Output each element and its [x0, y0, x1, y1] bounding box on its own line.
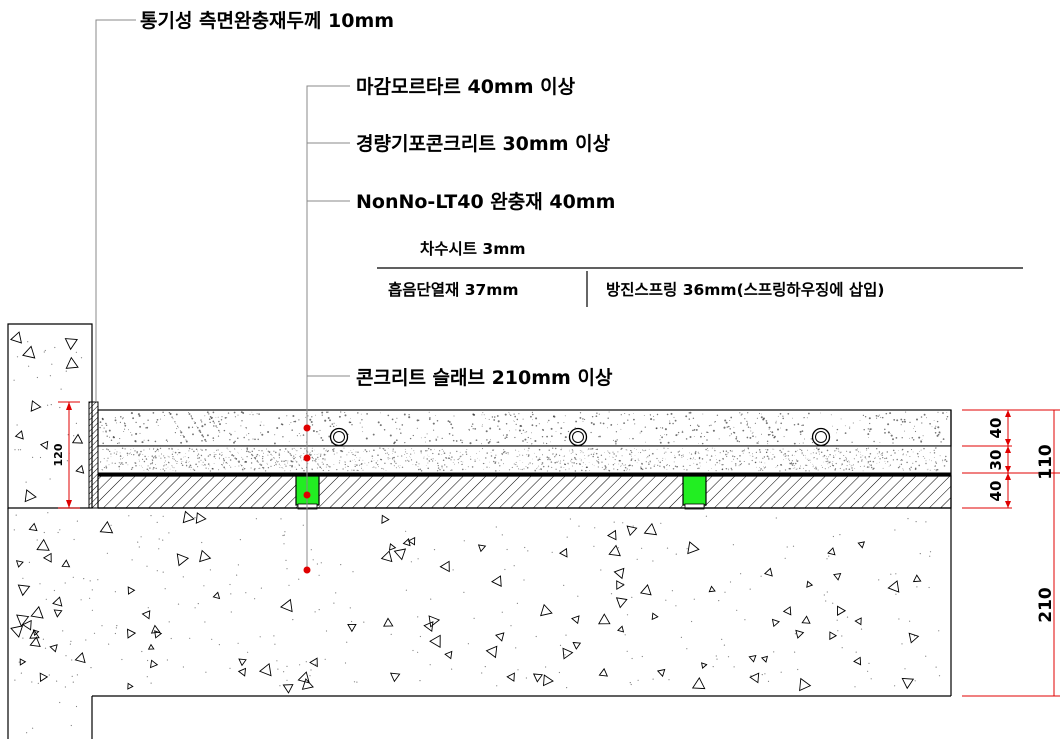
- waterproof-sheet-label: 차수시트 3mm: [420, 240, 526, 258]
- cushion-thickness: 40: [987, 481, 1005, 502]
- total-floor-thickness: 110: [1036, 444, 1056, 480]
- foam-concrete-layer: [97, 445, 952, 474]
- cushion-detail-table: [377, 267, 1023, 307]
- finish-mortar-label: 마감모르타르 40mm 이상: [356, 76, 576, 98]
- foam-concrete-texture: [100, 447, 948, 472]
- heating-pipe: [329, 427, 349, 447]
- layer-markers: [303, 424, 311, 574]
- side-insulation-strip: [88, 401, 99, 509]
- heating-pipe: [568, 427, 588, 447]
- heating-pipe: [811, 427, 831, 447]
- slab-aggregate: [10, 510, 941, 694]
- dimension-ticks: [1005, 410, 1011, 508]
- spring-label: 방진스프링 36mm(스프링하우징에 삽입): [606, 280, 884, 299]
- finish-mortar-layer: [97, 409, 952, 447]
- spring-housing: [682, 475, 707, 510]
- concrete-wall: [7, 323, 93, 739]
- foam-thickness: 30: [987, 450, 1005, 471]
- mortar-thickness: 40: [987, 418, 1005, 439]
- cushion-label: NonNo-LT40 완충재 40mm: [356, 191, 615, 213]
- sound-insulation-label: 흡음단열재 37mm: [388, 280, 519, 299]
- wall-height-dimension: [58, 401, 80, 509]
- mortar-texture: [99, 411, 949, 445]
- layer-dimensions: [962, 409, 1060, 697]
- foam-concrete-label: 경량기포콘크리트 30mm 이상: [356, 133, 611, 155]
- leader-lines: [95, 19, 350, 570]
- slab-thickness: 210: [1036, 587, 1056, 623]
- wall-aggregate: [10, 331, 87, 734]
- slab-label: 콘크리트 슬래브 210mm 이상: [356, 367, 613, 389]
- waterproof-sheet: [98, 473, 951, 476]
- concrete-slab: [10, 410, 952, 697]
- side-insulation-label: 통기성 측면완충재두께 10mm: [140, 10, 394, 32]
- wall-height-value: 120: [52, 443, 65, 466]
- cushion-layer: [97, 475, 952, 509]
